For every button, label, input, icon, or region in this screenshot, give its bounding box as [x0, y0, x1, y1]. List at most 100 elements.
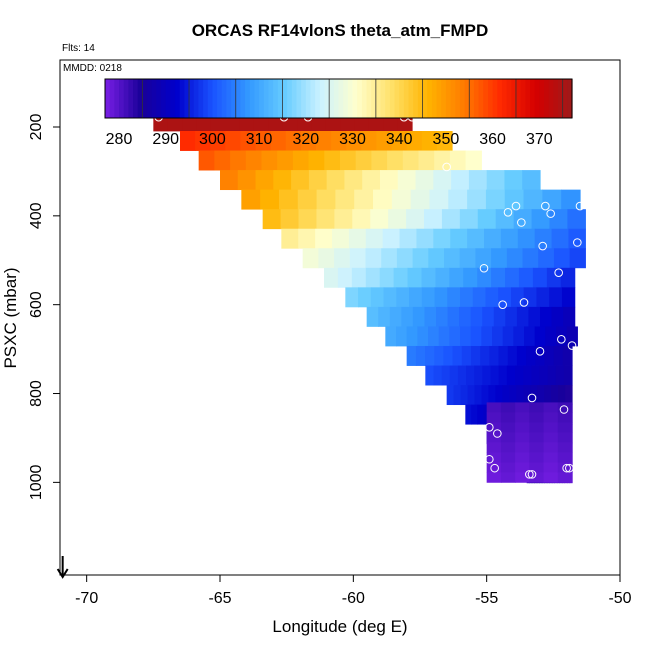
sample-marker [567, 341, 577, 350]
heatmap-cell [198, 150, 215, 171]
heatmap-cell [477, 267, 492, 288]
colorbar-segment [245, 79, 251, 118]
heatmap-cell [543, 402, 559, 413]
heatmap-cell [517, 228, 536, 249]
heatmap-cell [389, 306, 402, 327]
colorbar-segment [165, 79, 171, 118]
heatmap-cell [344, 170, 363, 191]
heatmap-cell [543, 432, 559, 443]
heatmap-cell [278, 189, 299, 210]
heatmap-cell [489, 345, 500, 366]
colorbar-segment [231, 79, 237, 118]
heatmap-cell [365, 267, 381, 288]
colorbar-segment [515, 79, 522, 118]
heatmap-cell [441, 209, 461, 230]
heatmap-cell [352, 209, 371, 230]
heatmap-cell [385, 326, 397, 347]
heatmap-cell [481, 385, 490, 406]
heatmap-cell [498, 287, 512, 308]
heatmap-cell [399, 228, 418, 249]
heatmap-cell [495, 385, 503, 406]
colorbar-segment [473, 79, 480, 118]
heatmap-cell [523, 385, 531, 406]
heatmap-cell [557, 472, 573, 483]
heatmap-cell [486, 422, 502, 433]
heatmap-cell [557, 422, 573, 433]
heatmap-cell [459, 248, 477, 269]
colorbar-segment [347, 79, 354, 118]
heatmap-cell [434, 345, 445, 366]
heatmap-cell [493, 306, 506, 327]
heatmap-cell [237, 170, 257, 191]
heatmap-cell [308, 150, 325, 171]
colorbar-segment [529, 79, 536, 118]
sample-marker [565, 463, 574, 473]
heatmap-cell [435, 267, 450, 288]
heatmap-cell [447, 287, 461, 308]
colorbar-segment [324, 79, 330, 118]
heatmap-cell [486, 432, 502, 443]
heatmap-cell [365, 248, 382, 269]
heatmap-cell [537, 385, 545, 406]
heatmap-cell [412, 248, 429, 269]
colorbar-segment [436, 79, 442, 118]
colorbar-segment [375, 79, 382, 118]
heatmap-cell [382, 228, 401, 249]
sample-marker [546, 209, 555, 218]
heatmap-cell [280, 209, 300, 230]
heatmap-cell [502, 326, 514, 347]
heatmap-cell [316, 130, 332, 151]
colorbar-segment [156, 79, 162, 118]
sample-marker [498, 300, 507, 309]
heatmap-cell [180, 130, 196, 151]
colorbar-segment [483, 79, 489, 118]
heatmap-cell [315, 228, 333, 249]
heatmap-cell [460, 385, 469, 406]
x-axis: -70 -65 -60 -55 -50 [75, 574, 632, 607]
heatmap-cell [486, 442, 502, 453]
sample-marker [503, 207, 513, 217]
heatmap-cell [547, 365, 557, 386]
colorbar-tick-label: 320 [292, 131, 319, 148]
chart-title: ORCAS RF14vlonS theta_atm_FMPD [192, 21, 489, 40]
heatmap-cell [534, 228, 553, 249]
heatmap-cell [486, 412, 502, 423]
heatmap-cell [424, 306, 437, 327]
heatmap-cell [291, 170, 310, 191]
colorbar-segment [380, 79, 386, 118]
heatmap-cell [446, 385, 455, 406]
colorbar-segment [357, 79, 363, 118]
heatmap-cell [490, 365, 500, 386]
heatmap-cell [532, 267, 548, 288]
heatmap-cell [509, 385, 517, 406]
colorbar-segment [226, 79, 232, 118]
heatmap-cell [261, 150, 278, 171]
heatmap-cell [438, 326, 450, 347]
colorbar-tick-label: 280 [106, 131, 133, 148]
colorbar-segment [310, 79, 316, 118]
heatmap-cell [515, 442, 530, 453]
heatmap-cell [531, 209, 551, 230]
heatmap-cell [326, 170, 346, 191]
sample-marker [485, 422, 494, 432]
heatmap-cell [543, 442, 559, 453]
x-tick-label: -65 [208, 590, 231, 607]
heatmap-cell [486, 170, 506, 191]
colorbar-segment [119, 79, 125, 118]
colorbar-segment [403, 79, 410, 118]
heatmap-cell [383, 287, 397, 308]
heatmap-cell [393, 267, 409, 288]
colorbar-segment [492, 79, 498, 118]
colorbar-segment [123, 79, 129, 118]
sample-marker [559, 405, 569, 414]
colorbar-segment [296, 79, 302, 118]
heatmap-cell [300, 130, 317, 151]
heatmap-cell [538, 248, 555, 269]
heatmap-cell [481, 326, 493, 347]
heatmap-cell [245, 150, 263, 171]
colorbar-segment [333, 79, 340, 118]
colorbar-segment [469, 79, 475, 118]
colorbar-segment [548, 79, 554, 118]
colorbar-segment [217, 79, 223, 118]
heatmap-cell [485, 189, 506, 210]
